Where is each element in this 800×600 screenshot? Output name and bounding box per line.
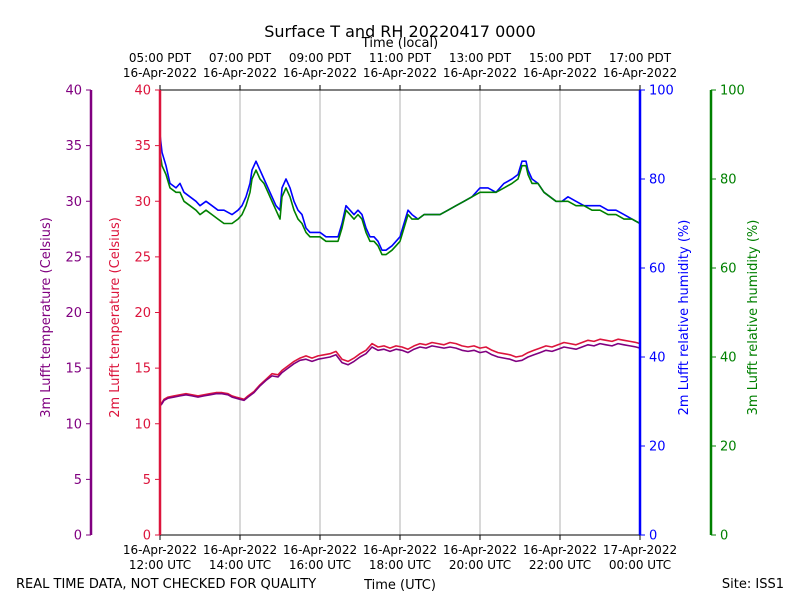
top-tick-label-date-6: 16-Apr-2022: [603, 66, 677, 80]
ytick-label-rh2m-5: 100: [649, 84, 674, 99]
ytick-label-rh2m-4: 80: [649, 173, 666, 188]
ytick-label-rh3m-0: 0: [720, 529, 728, 544]
axes: [86, 85, 716, 540]
bottom-tick-label-time-2: 16:00 UTC: [289, 558, 351, 572]
top-tick-label-time-1: 07:00 PDT: [209, 51, 272, 65]
top-tick-label-time-0: 05:00 PDT: [129, 51, 192, 65]
ytick-label-rh3m-4: 80: [720, 173, 737, 188]
series-line-rh2m: [159, 134, 641, 251]
ytick-label-temp3m-0: 0: [74, 529, 82, 544]
series-line-rh3m: [159, 152, 641, 256]
top-tick-label-date-3: 16-Apr-2022: [363, 66, 437, 80]
ytick-label-rh3m-5: 100: [720, 84, 745, 99]
ytick-label-temp2m-8: 40: [134, 84, 151, 99]
grid-lines: [239, 90, 561, 535]
top-tick-label-time-3: 11:00 PDT: [369, 51, 432, 65]
top-tick-label-date-4: 16-Apr-2022: [443, 66, 517, 80]
ylabel-rh3m: 3m Lufft relative humidity (%): [746, 220, 761, 416]
ytick-label-temp2m-7: 35: [134, 139, 151, 154]
ylabel-temp2m: 2m Lufft temperature (Celsius): [108, 217, 123, 418]
series-lines: [159, 134, 641, 407]
top-tick-label-date-1: 16-Apr-2022: [203, 66, 277, 80]
series-line-temp2m: [159, 338, 641, 406]
bottom-tick-label-time-5: 22:00 UTC: [529, 558, 591, 572]
ytick-label-rh2m-1: 20: [649, 440, 666, 455]
ytick-label-temp2m-3: 15: [134, 362, 151, 377]
ytick-label-temp2m-6: 30: [134, 195, 151, 210]
bottom-tick-label-date-3: 16-Apr-2022: [363, 543, 437, 557]
bottom-tick-label-date-0: 16-Apr-2022: [123, 543, 197, 557]
ytick-label-temp3m-1: 5: [74, 473, 82, 488]
ytick-label-rh2m-2: 40: [649, 351, 666, 366]
ytick-label-temp3m-7: 35: [65, 139, 82, 154]
footer-quality-note: REAL TIME DATA, NOT CHECKED FOR QUALITY: [16, 577, 316, 592]
top-tick-label-time-2: 09:00 PDT: [289, 51, 352, 65]
top-tick-label-time-5: 15:00 PDT: [529, 51, 592, 65]
top-axis-label: Time (local): [361, 36, 438, 51]
ytick-label-temp3m-3: 15: [65, 362, 82, 377]
ytick-label-temp2m-1: 5: [143, 473, 151, 488]
bottom-tick-label-time-0: 12:00 UTC: [129, 558, 191, 572]
ytick-label-temp3m-6: 30: [65, 195, 82, 210]
ytick-label-rh2m-0: 0: [649, 529, 657, 544]
ylabel-temp3m: 3m Lufft temperature (Celsius): [39, 217, 54, 418]
chart-title: Surface T and RH 20220417 0000: [264, 22, 536, 41]
ytick-label-rh3m-1: 20: [720, 440, 737, 455]
ytick-label-temp2m-2: 10: [134, 417, 151, 432]
bottom-tick-label-time-4: 20:00 UTC: [449, 558, 511, 572]
bottom-tick-label-date-1: 16-Apr-2022: [203, 543, 277, 557]
bottom-tick-label-date-6: 17-Apr-2022: [603, 543, 677, 557]
ylabel-rh2m: 2m Lufft relative humidity (%): [677, 220, 692, 416]
ytick-label-temp3m-5: 25: [65, 250, 82, 265]
footer-site: Site: ISS1: [722, 577, 784, 592]
top-tick-label-date-5: 16-Apr-2022: [523, 66, 597, 80]
bottom-tick-label-date-2: 16-Apr-2022: [283, 543, 357, 557]
top-tick-label-date-2: 16-Apr-2022: [283, 66, 357, 80]
ytick-label-rh3m-3: 60: [720, 262, 737, 277]
top-tick-label-time-6: 17:00 PDT: [609, 51, 672, 65]
ytick-label-temp3m-4: 20: [65, 306, 82, 321]
ytick-label-rh2m-3: 60: [649, 262, 666, 277]
top-tick-label-time-4: 13:00 PDT: [449, 51, 512, 65]
bottom-tick-label-time-3: 18:00 UTC: [369, 558, 431, 572]
ytick-label-temp3m-8: 40: [65, 84, 82, 99]
bottom-tick-label-time-6: 00:00 UTC: [609, 558, 671, 572]
bottom-tick-label-time-1: 14:00 UTC: [209, 558, 271, 572]
ytick-label-temp2m-5: 25: [134, 250, 151, 265]
bottom-tick-label-date-5: 16-Apr-2022: [523, 543, 597, 557]
bottom-tick-label-date-4: 16-Apr-2022: [443, 543, 517, 557]
bottom-axis-label: Time (UTC): [363, 578, 436, 593]
ytick-label-rh3m-2: 40: [720, 351, 737, 366]
top-tick-label-date-0: 16-Apr-2022: [123, 66, 197, 80]
ytick-label-temp2m-0: 0: [143, 529, 151, 544]
ytick-label-temp3m-2: 10: [65, 417, 82, 432]
ytick-label-temp2m-4: 20: [134, 306, 151, 321]
series-line-temp3m: [159, 342, 641, 407]
